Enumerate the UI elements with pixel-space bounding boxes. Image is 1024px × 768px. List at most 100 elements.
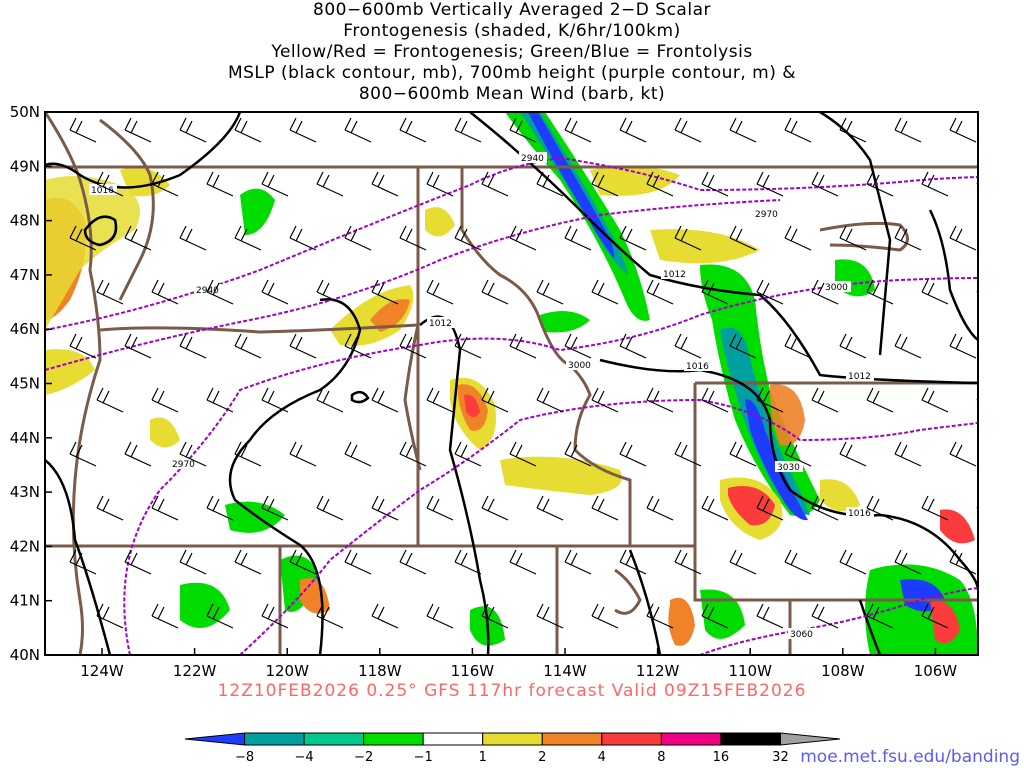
wind-barb	[564, 117, 592, 143]
wind-barb	[206, 603, 234, 629]
map-title-line-3: Yellow/Red = Frontogenesis; Green/Blue =…	[271, 42, 753, 62]
longitude-axis: 124W 122W 120W 118W 116W 114W 112W 110W 108W 106W	[80, 648, 957, 680]
height-label: 2940	[521, 154, 544, 164]
wind-barb	[894, 117, 922, 143]
wind-barb	[619, 549, 647, 575]
wind-barb	[811, 387, 839, 413]
lat-tick-label: 50N	[10, 103, 40, 121]
wind-barb	[674, 117, 702, 143]
wind-barb	[921, 603, 949, 629]
wind-barb	[619, 117, 647, 143]
wind-barb	[69, 117, 97, 143]
lon-tick-label: 116W	[451, 662, 495, 680]
wind-barb	[289, 441, 317, 467]
wind-barb	[481, 603, 509, 629]
wind-barb	[206, 495, 234, 521]
frontogenesis-area	[820, 479, 860, 512]
wind-barb	[674, 333, 702, 359]
wind-barb	[344, 225, 372, 251]
wind-barb	[509, 333, 537, 359]
wind-barb	[481, 387, 509, 413]
colorbar-label: 4	[598, 750, 606, 765]
credit-link[interactable]: moe.met.fsu.edu/banding	[800, 747, 1020, 767]
wind-barb	[866, 603, 894, 629]
colorbar-label: −1	[414, 750, 433, 765]
mslp-label: 1016	[686, 362, 709, 372]
wind-barb	[701, 603, 729, 629]
lon-tick-label: 122W	[173, 662, 217, 680]
height-label: 2970	[172, 460, 195, 470]
wind-barb	[316, 603, 344, 629]
wind-barb	[811, 495, 839, 521]
state-border	[819, 221, 909, 252]
colorbar-swatch	[541, 732, 603, 746]
wind-barb	[96, 387, 124, 413]
colorbar-label: −8	[235, 750, 254, 765]
wind-barb	[839, 117, 867, 143]
wind-barb	[949, 549, 977, 575]
frontogenesis-area	[330, 285, 414, 346]
mslp-contour	[83, 215, 118, 247]
map-title-line-2: Frontogenesis (shaded, K/6hr/100km)	[343, 21, 681, 41]
frontogenesis-area	[370, 299, 410, 332]
colorbar-swatch	[303, 732, 365, 746]
wind-barb	[261, 603, 289, 629]
wind-barb	[481, 171, 509, 197]
wind-barb	[701, 171, 729, 197]
wind-barb	[344, 441, 372, 467]
wind-barb	[894, 549, 922, 575]
lat-tick-label: 44N	[10, 429, 40, 447]
wind-barb	[179, 117, 207, 143]
wind-barb	[674, 441, 702, 467]
wind-barb	[894, 333, 922, 359]
wind-barb	[371, 495, 399, 521]
colorbar-swatch	[184, 732, 246, 746]
frontogenesis-area	[940, 509, 975, 544]
wind-barb	[784, 549, 812, 575]
wind-barb	[96, 495, 124, 521]
wind-barb	[96, 171, 124, 197]
lon-tick-label: 110W	[728, 662, 772, 680]
wind-barb	[426, 387, 454, 413]
wind-barb	[261, 495, 289, 521]
wind-barb	[976, 504, 978, 510]
colorbar-swatch	[244, 732, 305, 746]
wind-barb	[811, 279, 839, 305]
wind-barb	[399, 333, 427, 359]
colorbar-label: −2	[354, 750, 373, 765]
wind-barb	[509, 441, 537, 467]
wind-barb	[151, 603, 179, 629]
wind-barb	[509, 225, 537, 251]
frontogenesis-area	[464, 394, 480, 417]
wind-barb	[784, 225, 812, 251]
frontogenesis-area	[770, 384, 805, 446]
wind-barb	[206, 171, 234, 197]
wind-barb	[399, 549, 427, 575]
wind-barb	[371, 171, 399, 197]
wind-barb	[289, 225, 317, 251]
lon-tick-label: 118W	[358, 662, 402, 680]
height-contour	[699, 587, 978, 655]
wind-barb	[96, 279, 124, 305]
lon-tick-label: 106W	[914, 662, 958, 680]
mslp-contour	[858, 599, 882, 655]
colorbar: −8 −4 −2 −1 1 2 4 8 16 32	[184, 732, 841, 765]
lon-tick-label: 120W	[265, 662, 309, 680]
mslp-contour	[628, 549, 662, 655]
frontolysis-area	[540, 311, 590, 333]
colorbar-swatch	[422, 732, 484, 746]
frontolysis-area	[700, 589, 745, 639]
wind-barb	[646, 171, 674, 197]
wind-barb	[426, 495, 454, 521]
wind-barb	[151, 387, 179, 413]
wind-barb	[866, 495, 894, 521]
wind-barb	[316, 279, 344, 305]
wind-barb	[729, 549, 757, 575]
wind-barb	[289, 333, 317, 359]
wind-barb	[206, 387, 234, 413]
colorbar-swatch	[720, 732, 781, 746]
wind-barb	[124, 117, 152, 143]
wind-barb	[234, 117, 262, 143]
lat-tick-label: 43N	[10, 483, 40, 501]
